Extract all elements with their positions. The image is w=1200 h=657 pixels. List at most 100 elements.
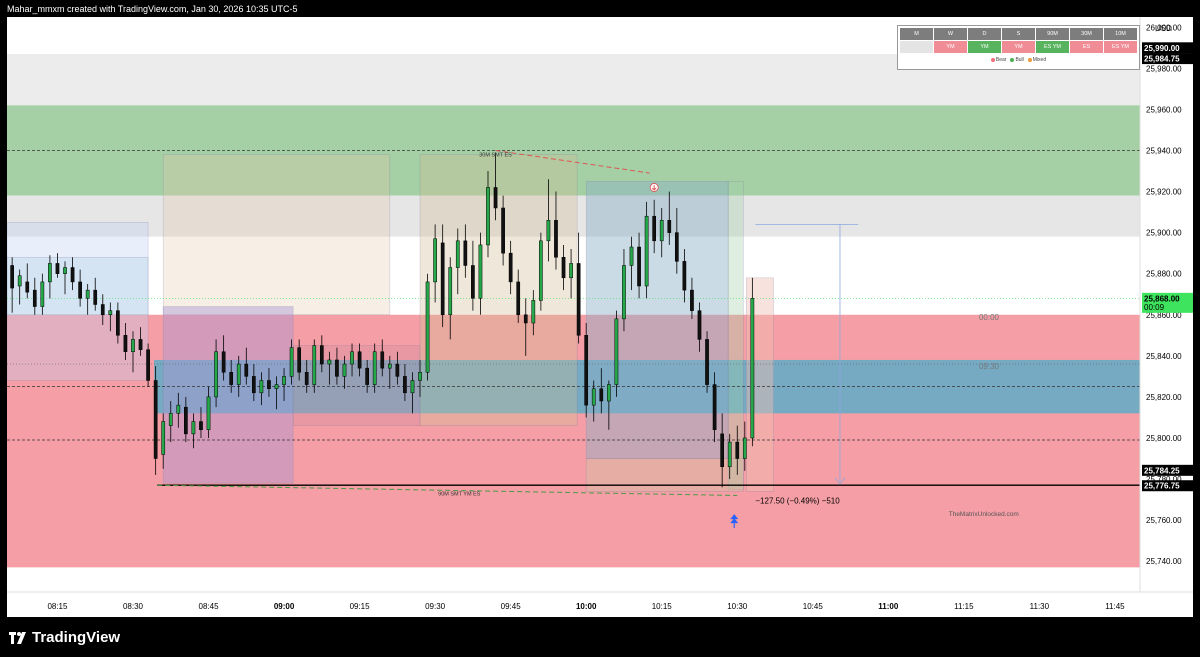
bear-candle	[584, 335, 589, 406]
price-label: 25,868.00	[1144, 294, 1180, 303]
measure-label: −127.50 (−0.49%) −510	[755, 497, 840, 506]
bull-candle	[546, 220, 551, 242]
bull-candle	[418, 372, 422, 381]
bear-candle	[123, 335, 128, 352]
legend-dot-icon	[1010, 58, 1015, 62]
timeframe-bias-cell: YM	[1002, 41, 1035, 53]
x-tick-label: 11:00	[878, 602, 899, 611]
bear-candle	[561, 257, 566, 279]
timeframe-value-row: YM YM YM ES YM ES ES YM	[900, 41, 1138, 53]
timeframe-header-s: S	[1002, 28, 1035, 40]
bull-candle	[742, 437, 747, 459]
bear-candle	[493, 187, 498, 209]
bear-candle	[267, 380, 271, 389]
bear-candle	[440, 242, 445, 316]
bull-candle	[191, 421, 196, 435]
zone-box	[7, 222, 149, 381]
bull-candle	[531, 300, 536, 324]
bull-candle	[63, 267, 67, 274]
bear-candle	[637, 246, 641, 287]
x-tick-label: 08:30	[123, 602, 144, 611]
timeframe-header-row: M W D S 90M 30M 10M	[900, 28, 1138, 40]
x-tick-label: 11:15	[954, 602, 974, 611]
bear-candle	[667, 220, 672, 233]
tradingview-logo-icon	[9, 631, 26, 644]
x-tick-label: 11:45	[1105, 602, 1125, 611]
bear-candle	[221, 351, 226, 373]
bear-candle	[335, 359, 339, 377]
bull-candle	[372, 351, 377, 385]
bull-candle	[161, 421, 166, 455]
price-label-box	[1142, 42, 1193, 54]
bull-candle	[274, 384, 279, 389]
zone-box	[585, 458, 744, 492]
timeframe-bias-cell: ES	[1070, 41, 1103, 53]
time-axis[interactable]	[7, 592, 1193, 617]
zone-box	[162, 306, 294, 484]
y-tick-label: 25,960.00	[1146, 105, 1182, 114]
bull-candle	[206, 396, 211, 431]
legend-entry-mixed: Mixed	[1027, 57, 1047, 63]
y-tick-label: 25,780.00	[1146, 475, 1182, 484]
y-tick-label: 25,740.00	[1146, 557, 1182, 566]
y-tick-label: 25,820.00	[1146, 393, 1182, 402]
bull-candle	[659, 220, 664, 242]
x-tick-label: 11:30	[1030, 602, 1050, 611]
smt-line-top	[495, 149, 650, 174]
tradingview-logo[interactable]: TradingView	[9, 629, 120, 646]
price-label: 25,990.00	[1144, 44, 1180, 53]
bear-candle	[146, 349, 150, 381]
timeframe-header-m: M	[900, 28, 933, 40]
smt-annotation: 30M SMT ES	[479, 153, 512, 159]
bull-candle	[425, 281, 430, 373]
smt-line-bottom	[157, 484, 738, 496]
x-tick-label: 09:00	[274, 602, 295, 611]
bull-candle	[327, 359, 332, 365]
x-tick-label: 08:15	[47, 602, 68, 611]
zone-box	[419, 154, 578, 426]
timeframe-bias-cell: ES YM	[1104, 41, 1137, 53]
zone-box	[585, 180, 729, 459]
bear-candle	[599, 388, 604, 402]
bull-candle	[569, 263, 573, 279]
bottom-bar: TradingView	[0, 617, 1200, 657]
timeframe-bias-cell	[900, 41, 933, 53]
bull-candle	[289, 347, 294, 377]
bear-candle	[78, 281, 82, 299]
bear-candle	[32, 289, 37, 307]
bull-candle	[448, 267, 453, 316]
bias-legend: Bear Bull Mixed	[898, 57, 1139, 64]
legend-dot-icon	[990, 58, 995, 62]
timeframe-header-30m: 30M	[1070, 28, 1103, 40]
legend-label: Mixed	[1032, 57, 1047, 63]
legend-entry-bear: Bear	[990, 57, 1006, 63]
neutral-zone	[7, 236, 1140, 315]
bear-candle	[251, 376, 256, 394]
bull-candle	[606, 384, 611, 402]
timeframe-bias-cell: ES YM	[1036, 41, 1069, 53]
zone-box	[7, 256, 149, 316]
y-tick-label: 25,920.00	[1146, 188, 1182, 197]
smt-annotation: 90M SMT YM ES	[438, 491, 481, 497]
bear-candle	[100, 304, 105, 316]
zone-box	[292, 345, 421, 426]
bear-candle	[501, 207, 505, 254]
bull-signal-icon	[730, 514, 739, 524]
bull-candle	[350, 351, 354, 365]
timeframe-header-d: D	[968, 28, 1001, 40]
timeframe-bias-cell: YM	[968, 41, 1001, 53]
session-label: 00:00	[979, 313, 1000, 322]
price-label-box	[1142, 53, 1193, 65]
bear-candle	[690, 289, 694, 311]
bear-candle	[508, 252, 513, 283]
x-tick-label: 10:15	[652, 602, 673, 611]
bear-candle	[319, 345, 324, 365]
bull-candle	[48, 263, 52, 283]
bear-candle	[138, 339, 143, 350]
y-tick-label: 25,840.00	[1146, 352, 1182, 361]
bear-candle	[735, 441, 740, 459]
tradingview-brand-text: TradingView	[32, 629, 121, 646]
bear-candle	[93, 289, 98, 305]
x-tick-label: 10:30	[727, 602, 748, 611]
